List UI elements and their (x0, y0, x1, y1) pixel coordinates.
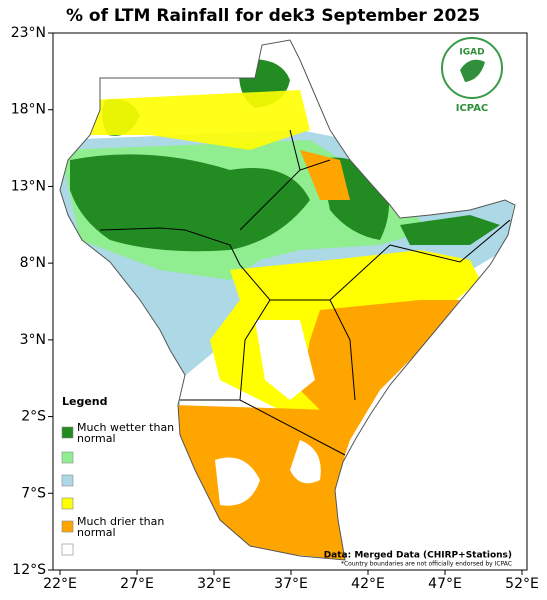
credit: Data: Merged Data (CHIRP+Stations) (324, 551, 512, 561)
lat-label: 3°N (20, 332, 46, 348)
lon-label: 42°E (351, 576, 385, 592)
lon-label: 37°E (274, 576, 308, 592)
lon-label: 27°E (120, 576, 154, 592)
drier-area (90, 90, 310, 150)
legend-label-line: Much wetter than (77, 421, 174, 434)
much-drier-area (300, 150, 350, 200)
much-wetter-area (70, 154, 310, 252)
lon-label: 47°E (428, 576, 462, 592)
legend-label: Much wetter than normal (77, 421, 174, 445)
lat-label: 13°N (11, 178, 46, 194)
legend-swatch (61, 474, 74, 487)
region-outline (59, 39, 516, 561)
legend-swatch (61, 497, 74, 510)
lon-label: 52°E (505, 576, 539, 592)
map-title: % of LTM Rainfall for dek3 September 202… (66, 6, 480, 26)
lat-label: 12°S (12, 562, 46, 578)
logo-caption: ICPAC (456, 103, 489, 114)
legend-label-line: normal (77, 526, 116, 539)
logo-name: IGAD (459, 48, 484, 58)
no-rain-area (215, 320, 321, 506)
footnote: *Country boundaries are not officially e… (341, 561, 512, 568)
lat-label: 18°N (11, 102, 46, 118)
lon-label: 22°E (43, 576, 77, 592)
lat-label: 2°S (21, 409, 46, 425)
logo: IGAD ICPAC (441, 37, 503, 114)
lat-label: 7°S (21, 485, 46, 501)
legend-swatch (61, 543, 74, 556)
legend-label-line: normal (77, 432, 116, 445)
much-wetter-area (102, 59, 500, 245)
legend-swatch (61, 426, 74, 439)
logo-emblem (460, 59, 485, 82)
legend-swatch (61, 451, 74, 464)
lat-label: 8°N (20, 255, 46, 271)
much-drier-area (300, 300, 460, 470)
legend-swatch (61, 520, 74, 533)
legend-label: Much drier than normal (77, 515, 164, 539)
country-borders (99, 129, 511, 456)
lon-label: 32°E (197, 576, 231, 592)
legend-title: Legend (62, 395, 108, 408)
lat-label: 23°N (11, 25, 46, 41)
legend-label-line: Much drier than (77, 515, 164, 528)
